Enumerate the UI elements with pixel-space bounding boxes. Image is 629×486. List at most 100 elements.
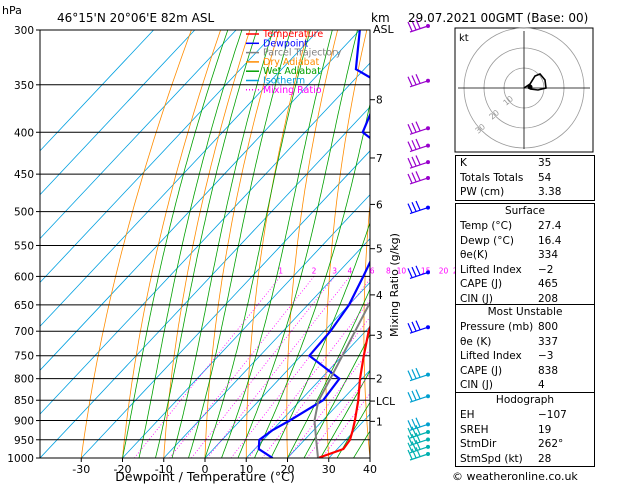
profile-series — [257, 30, 370, 458]
dewpoint-line — [257, 30, 370, 458]
wind-barb-dot — [426, 437, 430, 442]
wind-barb-shaft — [409, 395, 429, 403]
wind-barb-flag — [407, 442, 413, 453]
wind-barb-flag — [411, 433, 417, 444]
wind-barb-shaft — [409, 177, 429, 185]
wind-barb-flag — [411, 202, 417, 212]
wind-barb-flag — [411, 266, 417, 277]
mixing-ratio-labels: 12346810152025 — [278, 266, 462, 275]
hodograph-stat-label: SREH — [460, 423, 489, 436]
wind-barb-flag — [411, 20, 417, 30]
dry-adiabat-line — [80, 30, 192, 458]
surface-panel: Surface Temp (°C) 27.4 Dewp (°C) 16.4 θe(K) 3… — [455, 203, 595, 308]
wind-barb-flag — [415, 425, 421, 435]
wet-adiabat-line — [320, 370, 370, 458]
wind-barb-flag — [415, 439, 421, 450]
mixing-ratio-tick-label: 6 — [370, 266, 375, 275]
isotherm-line — [40, 30, 154, 152]
wind-barb-flag — [407, 420, 413, 430]
surface-value: 27.4 — [538, 220, 562, 232]
mixing-ratio-tick-label: 2 — [312, 266, 317, 275]
wind-barb-flag — [411, 140, 417, 150]
wind-barb-flag — [415, 121, 421, 131]
wind-barb-flag — [407, 322, 413, 333]
dry-adiabat-line — [325, 30, 368, 458]
most-unstable-panel: Most Unstable Pressure (mb) 800 θe (K) 337 L… — [455, 304, 595, 394]
wind-barb-flag — [411, 75, 417, 85]
location-title: 46°15'N 20°06'E 82m ASL — [57, 11, 214, 25]
index-label: PW (cm) — [460, 186, 505, 199]
x-tick-label: 10 — [239, 463, 253, 476]
x-tick-label: -10 — [155, 463, 173, 476]
dry-adiabat-line — [122, 30, 221, 458]
y-tick-label: 750 — [14, 351, 34, 363]
mixing-ratio-line — [230, 278, 370, 458]
height-tick-label: 3 — [376, 330, 383, 342]
isotherm-line — [40, 30, 196, 196]
surface-row: Temp (°C) 27.4 — [456, 219, 594, 234]
wind-barb-flag — [407, 391, 413, 402]
wind-barb-flag — [415, 432, 421, 443]
most-unstable-value: 4 — [538, 379, 545, 392]
wind-barb-flag — [415, 138, 421, 149]
index-label: K — [460, 157, 467, 169]
isotherm-line — [163, 238, 370, 458]
mixing-ratio-tick-label: 4 — [348, 266, 353, 275]
most-unstable-label: θe (K) — [460, 335, 492, 348]
index-row: Totals Totals 54 — [456, 171, 594, 186]
wind-barb-flag — [415, 200, 421, 211]
wind-barb-flag — [415, 73, 421, 84]
surface-label: Lifted Index — [460, 263, 522, 276]
index-value: 3.38 — [538, 186, 562, 199]
wind-barb-flag — [411, 321, 417, 332]
y-tick-label: 450 — [14, 169, 34, 181]
dry-adiabat-line — [600, 30, 629, 458]
wet-adiabat-line — [303, 333, 370, 458]
x-tick-label: 20 — [281, 463, 295, 476]
legend-label: Wet Adiabat — [263, 66, 321, 77]
height-axis: 8 7 6 5 4 3 2 LCL 1 — [370, 95, 395, 428]
asl-unit: ASL — [373, 23, 395, 36]
y-tick-label: 300 — [14, 25, 34, 37]
wind-barb-dot — [426, 452, 430, 456]
mixing-ratio-line — [207, 276, 351, 458]
credit-text: © weatheronline.co.uk — [452, 470, 578, 483]
hodograph-stat-row: StmDir 262° — [456, 437, 594, 452]
wind-barb-dot — [426, 160, 430, 165]
y-tick-label: 600 — [14, 271, 34, 283]
hodograph-stat-value: 19 — [538, 423, 552, 436]
wind-barb-dot — [426, 270, 430, 275]
wind-barb-flag — [411, 172, 417, 182]
isotherm-line — [40, 30, 278, 284]
most-unstable-value: 838 — [538, 364, 559, 377]
wind-barb-flag — [407, 173, 413, 184]
wind-barb-dot — [426, 422, 430, 427]
mixing-ratio-tick-label: 15 — [421, 266, 431, 275]
surface-label: CIN (J) — [460, 292, 493, 305]
temperature-axis: -30 -20 -10 0 10 20 30 40 — [72, 458, 377, 476]
wind-barb-shaft — [409, 145, 429, 153]
surface-label: θe(K) — [460, 249, 488, 262]
most-unstable-row: CIN (J) 4 — [456, 378, 594, 393]
mixing-ratio-line — [169, 276, 315, 458]
legend-label: Mixing Ratio — [263, 85, 322, 96]
wind-barb-flag — [407, 449, 413, 460]
mixing-ratio-tick-label: 10 — [397, 266, 407, 275]
y-tick-label: 900 — [14, 416, 34, 428]
legend-label: Dry Adiabat — [263, 57, 320, 68]
y-tick-label: 400 — [14, 127, 34, 139]
pressure-unit: hPa — [2, 4, 22, 17]
legend-label: Isotherm — [263, 76, 305, 87]
wet-adiabat-line — [138, 30, 243, 458]
index-label: Totals Totals — [460, 171, 524, 184]
mixing-ratio-tick-label: 20 — [439, 266, 449, 275]
height-tick-label: LCL — [376, 396, 395, 408]
surface-value: −2 — [538, 263, 554, 276]
wind-barb-shaft — [409, 127, 429, 135]
surface-value: 465 — [538, 278, 559, 291]
wind-barb-dot — [426, 394, 430, 399]
surface-value: 16.4 — [538, 234, 562, 247]
hodograph-stats-panel: Hodograph EH −107 SREH 19 StmDir 262° StmSpd (… — [455, 392, 595, 468]
